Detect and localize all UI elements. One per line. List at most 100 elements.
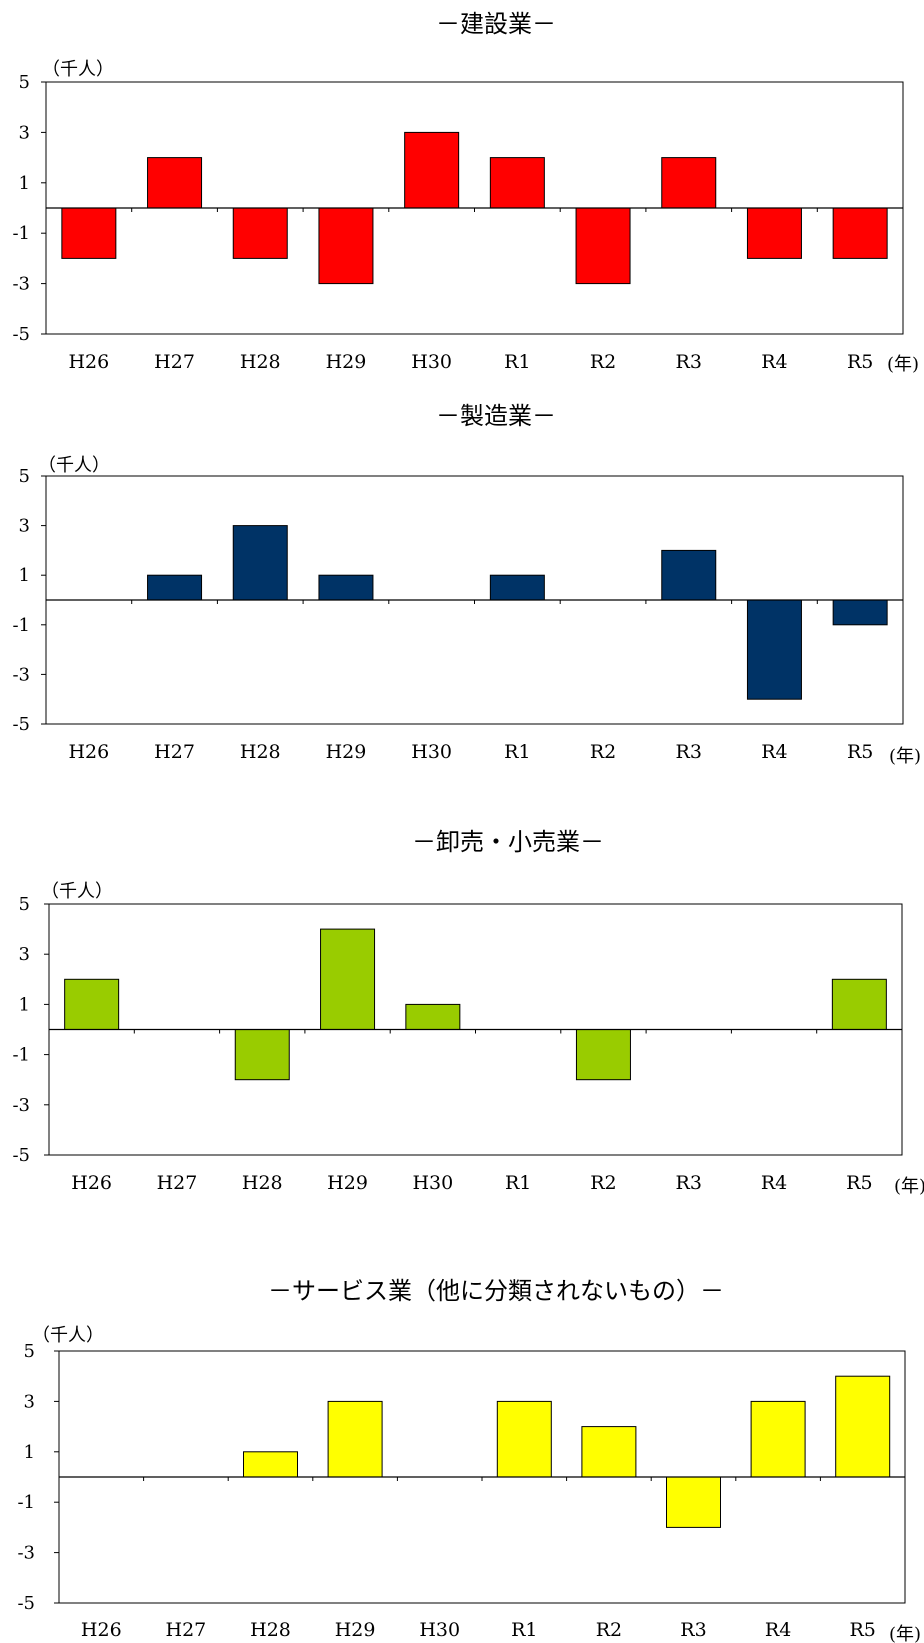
bar-R3: [666, 1476, 721, 1528]
y-tick-label: -1: [12, 1045, 30, 1066]
x-tick-label: H29: [326, 741, 367, 763]
x-tick-label: H26: [71, 1172, 112, 1194]
y-tick-label: 3: [19, 944, 30, 965]
x-tick-label: H30: [411, 351, 452, 373]
bar-H29: [318, 207, 374, 285]
x-tick-label: H30: [412, 1172, 453, 1194]
x-tick-label: R5: [846, 1172, 872, 1194]
x-tick-label: H30: [411, 741, 452, 763]
bar-H30: [405, 1003, 461, 1031]
x-tick-label: H28: [242, 1172, 283, 1194]
chart-title: －サービス業（他に分類されないもの）－: [268, 1277, 724, 1305]
y-axis-label: （千人）: [41, 881, 113, 902]
y-tick-label: 5: [24, 1341, 35, 1362]
y-tick-label: -3: [17, 1543, 35, 1564]
x-tick-label: H28: [240, 351, 281, 373]
bar-R1: [489, 157, 545, 209]
x-tick-label: H28: [250, 1619, 291, 1641]
x-tick-label: H26: [68, 741, 109, 763]
chart-title: －建設業－: [436, 10, 556, 38]
bar-R2: [575, 207, 631, 285]
x-tick-label: R2: [596, 1619, 622, 1641]
x-tick-label: H29: [327, 1172, 368, 1194]
x-tick-label: H29: [335, 1619, 376, 1641]
x-tick-label: R2: [590, 741, 616, 763]
y-tick-label: -5: [12, 1145, 30, 1166]
x-tick-label: R3: [676, 741, 702, 763]
x-tick-label: R5: [849, 1619, 875, 1641]
bar-R3: [661, 157, 717, 209]
x-tick-label: H28: [240, 741, 281, 763]
bar-H30: [404, 131, 460, 209]
x-tick-label: R1: [511, 1619, 537, 1641]
x-axis-unit: (年): [889, 746, 921, 767]
bar-R5: [831, 978, 887, 1030]
bar-R4: [750, 1400, 806, 1478]
bar-H26: [64, 978, 120, 1030]
x-axis-unit: (年): [894, 1176, 924, 1197]
bar-H29: [327, 1400, 383, 1478]
chart-4: －サービス業（他に分類されないもの）－ （千人）5 3 1 -1 -3 -5 H26 H27 H2…: [17, 1277, 921, 1643]
x-tick-label: H26: [81, 1619, 122, 1641]
y-tick-label: 1: [19, 565, 30, 586]
bar-H27: [147, 157, 203, 209]
x-axis-unit: (年): [887, 354, 919, 375]
x-tick-label: R4: [761, 351, 787, 373]
bar-R4: [746, 207, 802, 259]
y-tick-label: -5: [12, 714, 30, 735]
x-tick-label: H27: [157, 1172, 198, 1194]
bar-R2: [575, 1029, 631, 1081]
x-tick-label: H29: [326, 351, 367, 373]
y-tick-label: -3: [12, 1095, 30, 1116]
chart-3: －卸売・小売業－ （千人） 5 3 1 -1 -3 -5 H26 H27 H28 H29 H30 R1 R2…: [12, 828, 924, 1197]
x-tick-label: H26: [68, 351, 109, 373]
chart-2: －製造業－ （千人） 5 3 1 -1 -3 -5 H26 H27 H28 H29 H30 R1 R2 R3 R…: [12, 402, 921, 767]
bar-R4: [746, 599, 802, 700]
y-tick-label: 3: [24, 1391, 35, 1412]
chart-title: －製造業－: [436, 402, 556, 430]
chart-1: －建設業－ （千人） 5 3 1 -1 -3 -5 H26 H27 H28 H29 H30 R1 R2 R3 R…: [12, 10, 919, 375]
y-tick-label: 1: [19, 994, 30, 1015]
y-tick-label: -5: [17, 1593, 35, 1614]
y-tick-label: 3: [19, 122, 30, 143]
bar-H28: [243, 1451, 298, 1478]
y-tick-label: 1: [19, 173, 30, 194]
bar-H29: [318, 574, 374, 601]
bar-H28: [232, 207, 288, 259]
bar-R5: [832, 207, 888, 259]
x-tick-label: R2: [590, 1172, 616, 1194]
y-tick-label: -3: [12, 274, 30, 295]
bar-R3: [661, 549, 717, 601]
bar-R2: [581, 1426, 637, 1478]
x-tick-label: R1: [504, 741, 530, 763]
y-axis-label: （千人）: [38, 455, 110, 476]
y-tick-label: -1: [12, 615, 30, 636]
y-axis-label: （千人）: [32, 1325, 104, 1346]
bar-H28: [232, 525, 288, 601]
x-tick-label: R1: [504, 351, 530, 373]
bar-H28: [234, 1029, 290, 1081]
x-axis-unit: (年): [889, 1624, 921, 1643]
x-tick-label: R4: [761, 1172, 787, 1194]
y-tick-label: -5: [12, 324, 30, 345]
y-tick-label: 5: [19, 466, 30, 487]
y-tick-label: -1: [12, 223, 30, 244]
y-axis-label: （千人）: [42, 59, 114, 80]
bar-H27: [147, 574, 203, 601]
x-tick-label: R5: [847, 741, 873, 763]
y-tick-label: 5: [19, 894, 30, 915]
bar-R1: [496, 1400, 552, 1478]
bar-R1: [489, 574, 545, 601]
y-tick-label: 5: [19, 72, 30, 93]
bar-H29: [320, 928, 376, 1030]
x-tick-label: R3: [676, 1172, 702, 1194]
y-tick-label: -3: [12, 664, 30, 685]
x-tick-label: H27: [154, 351, 195, 373]
x-tick-label: R3: [676, 351, 702, 373]
bar-H26: [61, 207, 117, 259]
x-tick-label: H30: [419, 1619, 460, 1641]
x-tick-label: R5: [847, 351, 873, 373]
chart-title: －卸売・小売業－: [412, 828, 604, 856]
x-tick-label: R4: [761, 741, 787, 763]
